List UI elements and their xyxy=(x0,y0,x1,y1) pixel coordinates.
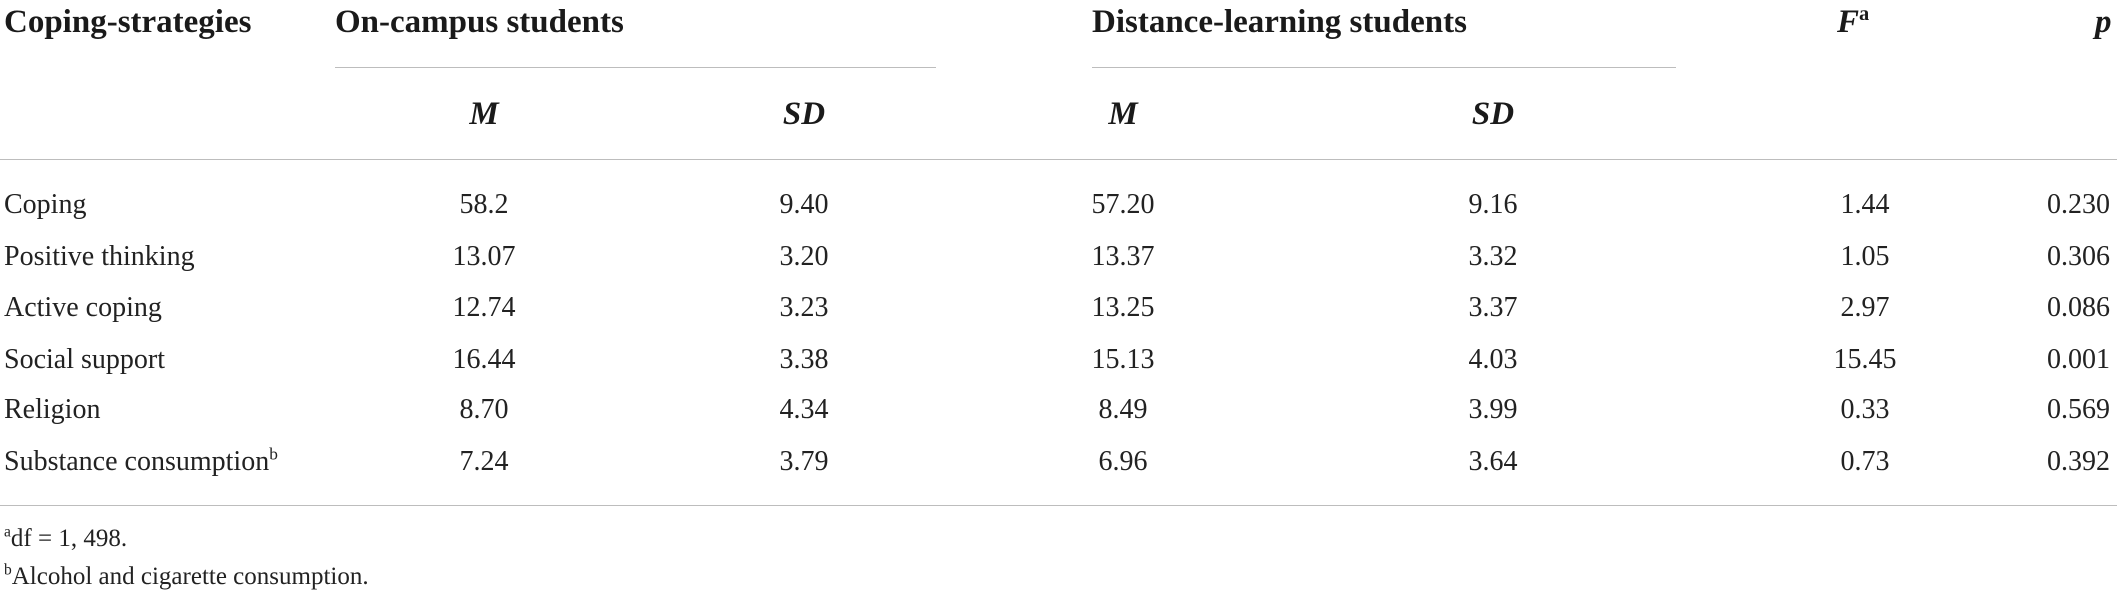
footnote-a-mark: a xyxy=(4,523,11,541)
on-campus-sd-cell: 4.34 xyxy=(779,394,829,425)
header-on-campus-students: On-campus students xyxy=(335,4,624,40)
subheader-on-campus-sd: SD xyxy=(782,96,826,132)
row-label: Substance consumptionb xyxy=(4,444,278,478)
p-value-cell: 0.306 xyxy=(2047,241,2110,272)
on-campus-sd-cell: 3.79 xyxy=(779,446,829,477)
header-distance-learning-students: Distance-learning students xyxy=(1092,4,1467,40)
p-value-cell: 0.001 xyxy=(2047,344,2110,375)
f-statistic-cell: 2.97 xyxy=(1840,292,1890,323)
on-campus-sd-cell: 3.20 xyxy=(779,241,829,272)
f-statistic-cell: 15.45 xyxy=(1833,344,1897,375)
distance-mean-cell: 13.37 xyxy=(1091,241,1155,272)
on-campus-sd-cell: 9.40 xyxy=(779,189,829,220)
distance-sd-cell: 9.16 xyxy=(1468,189,1518,220)
on-campus-mean-cell: 13.07 xyxy=(452,241,516,272)
p-value-cell: 0.569 xyxy=(2047,394,2110,425)
on-campus-mean-cell: 7.24 xyxy=(459,446,509,477)
header-f-statistic: Fa xyxy=(1837,4,1869,41)
row-label-text: Religion xyxy=(4,394,101,425)
subheader-distance-sd: SD xyxy=(1471,96,1515,132)
on-campus-mean-cell: 8.70 xyxy=(459,394,509,425)
footnote-a-text: df = 1, 498. xyxy=(10,525,128,552)
f-statistic-cell: 1.44 xyxy=(1840,189,1890,220)
on-campus-sd-cell: 3.23 xyxy=(779,292,829,323)
row-label-superscript: b xyxy=(269,444,278,464)
f-statistic-cell: 0.73 xyxy=(1840,446,1890,477)
row-label-text: Active coping xyxy=(4,292,162,323)
row-label-text: Positive thinking xyxy=(4,241,195,272)
header-coping-strategies: Coping-strategies xyxy=(4,4,252,40)
subheader-distance-mean: M xyxy=(1108,96,1138,132)
subheader-on-campus-mean: M xyxy=(469,96,499,132)
distance-mean-cell: 57.20 xyxy=(1091,189,1155,220)
distance-sd-cell: 3.99 xyxy=(1468,394,1518,425)
f-statistic-cell: 1.05 xyxy=(1840,241,1890,272)
row-label-text: Substance consumption xyxy=(4,446,270,477)
distance-sd-cell: 4.03 xyxy=(1468,344,1518,375)
row-label: Active coping xyxy=(4,292,162,324)
p-value-cell: 0.086 xyxy=(2047,292,2110,323)
row-label: Positive thinking xyxy=(4,241,195,273)
row-label: Coping xyxy=(4,189,86,221)
on-campus-mean-cell: 12.74 xyxy=(452,292,516,323)
on-campus-mean-cell: 58.2 xyxy=(459,189,509,220)
f-statistic-cell: 0.33 xyxy=(1840,394,1890,425)
table-bottom-rule xyxy=(0,505,2117,506)
row-label: Religion xyxy=(4,394,100,426)
header-bottom-rule xyxy=(0,159,2117,160)
footnote-b-text: Alcohol and cigarette consumption. xyxy=(11,563,369,590)
p-value-cell: 0.392 xyxy=(2047,446,2110,477)
on-campus-sd-cell: 3.38 xyxy=(779,344,829,375)
footnote-b: bAlcohol and cigarette consumption. xyxy=(4,561,369,591)
distance-sd-cell: 3.64 xyxy=(1468,446,1518,477)
header-f-superscript: a xyxy=(1859,3,1870,25)
header-p-value: p xyxy=(2095,4,2112,40)
distance-mean-cell: 6.96 xyxy=(1098,446,1148,477)
distance-mean-cell: 15.13 xyxy=(1091,344,1155,375)
footnote-a: adf = 1, 498. xyxy=(4,523,128,553)
distance-group-rule xyxy=(1092,67,1676,68)
distance-sd-cell: 3.32 xyxy=(1468,241,1518,272)
footnote-b-mark: b xyxy=(4,561,12,579)
distance-mean-cell: 13.25 xyxy=(1091,292,1155,323)
row-label: Social support xyxy=(4,344,165,376)
row-label-text: Coping xyxy=(4,189,87,220)
on-campus-group-rule xyxy=(335,67,936,68)
header-f-label: F xyxy=(1837,4,1860,40)
p-value-cell: 0.230 xyxy=(2047,189,2110,220)
on-campus-mean-cell: 16.44 xyxy=(452,344,516,375)
row-label-text: Social support xyxy=(4,344,165,375)
distance-mean-cell: 8.49 xyxy=(1098,394,1148,425)
distance-sd-cell: 3.37 xyxy=(1468,292,1518,323)
